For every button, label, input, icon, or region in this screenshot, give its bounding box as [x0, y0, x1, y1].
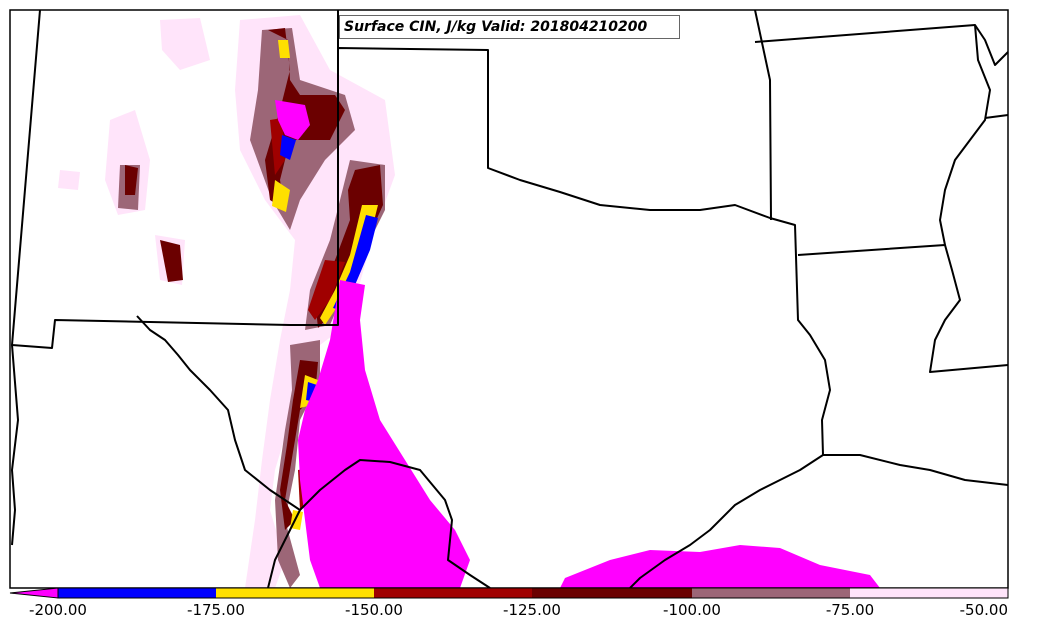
colorbar-tick-label: -75.00: [825, 601, 875, 619]
colorbar-under-triangle: [9, 587, 59, 599]
map-panel: [10, 10, 1008, 588]
colorbar-tick-label: -125.00: [503, 601, 561, 619]
state-boundaries: [11, 9, 1009, 589]
colorbar-bin-4: [532, 588, 692, 598]
colorbar-tick-label: -100.00: [663, 601, 721, 619]
colorbar-bin-1: [58, 588, 216, 598]
map-title: Surface CIN, J/kg Valid: 201804210200: [339, 15, 680, 39]
colorbar-tick-label: -175.00: [187, 601, 245, 619]
colorbar-bin-6: [850, 588, 1008, 598]
colorbar-tick-label: -50.00: [959, 601, 1008, 619]
colorbar-bin-3: [374, 588, 532, 598]
colorbar-outline: [57, 587, 1009, 599]
colorbar-bin-2: [216, 588, 374, 598]
colorbar-tick-label: -200.00: [29, 601, 87, 619]
colorbar-bin-5: [692, 588, 850, 598]
colorbar-tick-label: -150.00: [345, 601, 403, 619]
colorbar: [9, 587, 1009, 599]
